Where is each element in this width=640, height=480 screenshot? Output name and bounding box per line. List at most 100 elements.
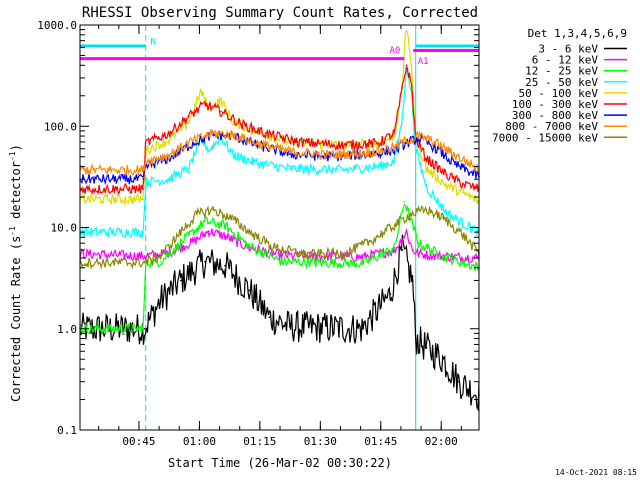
- series-7-point-10: [369, 151, 371, 154]
- series-6-point-7: [256, 144, 259, 146]
- series-5-point-4: [188, 115, 190, 118]
- series-7-point-1: [142, 169, 145, 171]
- x-tick-label-4: 01:45: [364, 435, 397, 448]
- series-1-point-10: [405, 231, 408, 233]
- series-7: [79, 128, 480, 177]
- footer-timestamp: 14-Oct-2021 08:15: [555, 468, 637, 477]
- series-5-point-19: [462, 183, 464, 185]
- series-8-point-10: [345, 252, 347, 254]
- series-5-point-6: [220, 110, 222, 113]
- series-8-point-3: [179, 231, 182, 233]
- series-5-point-2: [144, 142, 147, 145]
- legend-label-3: 25 - 50 keV: [525, 76, 598, 89]
- x-tick-label-0: 00:45: [122, 435, 155, 448]
- y-tick-label-1: 100.0: [44, 120, 77, 133]
- series-3-point-13: [393, 160, 396, 163]
- series-5-point-13: [401, 86, 404, 89]
- series-8-point-13: [409, 213, 412, 216]
- series-2-point-11: [403, 200, 406, 203]
- series-5-point-1: [142, 188, 145, 190]
- series-3-point-11: [341, 169, 343, 171]
- series-line-8: [79, 205, 480, 270]
- series-3-point-9: [252, 161, 255, 164]
- series-0-point-12: [411, 279, 414, 282]
- series-line-5: [79, 65, 480, 196]
- svg-text:Corrected Count Rate (s-1 dete: Corrected Count Rate (s-1 detector-1): [8, 144, 23, 402]
- legend-label-6: 300 - 800 keV: [512, 109, 598, 122]
- y-tick-label-2: 10.0: [51, 222, 78, 235]
- series-1-point-3: [192, 241, 194, 243]
- series-3-point-3: [167, 178, 170, 180]
- series-8-point-8: [272, 246, 275, 248]
- series-8-point-4: [196, 213, 198, 216]
- series-2-point-3: [159, 260, 162, 263]
- series-8-point-9: [304, 253, 307, 256]
- series-5-point-3: [167, 132, 170, 135]
- series-0-point-5: [224, 264, 226, 267]
- legend-label-2: 12 - 25 keV: [525, 65, 598, 78]
- series-1-point-1: [143, 255, 146, 258]
- series-3-point-6: [208, 149, 210, 152]
- series-2-point-9: [361, 262, 363, 265]
- series-5-point-15: [410, 85, 413, 87]
- series-7-point-11: [393, 146, 396, 149]
- x-tick-label-3: 01:30: [304, 435, 337, 448]
- series-7-point-9: [329, 154, 331, 156]
- attenuator-label-2: A1: [418, 57, 429, 67]
- y-tick-label-4: 0.1: [57, 424, 77, 437]
- series-5-point-10: [341, 144, 343, 146]
- series-2-point-13: [417, 242, 420, 244]
- legend-label-1: 6 - 12 keV: [532, 54, 599, 67]
- series-3-point-8: [232, 154, 234, 156]
- series-0-point-2: [159, 299, 162, 302]
- series-2-point-4: [179, 242, 182, 244]
- series-line-0: [79, 234, 480, 412]
- series-7-point-2: [144, 160, 147, 163]
- y-axis-label: Corrected Count Rate (s-1 detector-1): [8, 144, 23, 402]
- series-3-point-1: [142, 231, 145, 233]
- series-0-point-8: [288, 325, 291, 328]
- series-7-point-15: [454, 154, 456, 156]
- series-0-point-16: [458, 380, 460, 383]
- series-8-point-11: [369, 240, 371, 243]
- series-3-point-20: [462, 222, 464, 225]
- series-1-point-9: [393, 249, 396, 252]
- series-4-point-19: [445, 184, 448, 187]
- series-5-point-5: [204, 103, 206, 106]
- series-0-point-15: [441, 358, 444, 361]
- series-6-point-14: [433, 146, 436, 149]
- series-4-point-1: [142, 198, 145, 201]
- series-5: [79, 64, 480, 196]
- series-3-point-17: [414, 147, 417, 150]
- series-1-point-7: [280, 254, 283, 257]
- series-6-point-8: [288, 153, 291, 155]
- series-7-point-14: [433, 141, 436, 143]
- series-8-point-5: [212, 208, 214, 211]
- series-0-point-4: [204, 260, 206, 263]
- series-4-point-16: [410, 64, 413, 67]
- x-tick-label-5: 02:00: [425, 435, 458, 448]
- series-2-point-10: [393, 247, 396, 250]
- series-1-point-4: [208, 230, 210, 232]
- series-7-point-3: [167, 154, 170, 156]
- series-7-point-5: [212, 132, 214, 135]
- series-3-point-12: [377, 165, 380, 168]
- series-0-point-13: [414, 337, 417, 340]
- series-0-point-7: [268, 316, 271, 319]
- series-0-point-1: [143, 327, 146, 330]
- y-tick-label-0: 1000.0: [37, 19, 77, 32]
- series-4-point-18: [425, 167, 428, 170]
- series-7-point-4: [192, 139, 194, 142]
- series-7-point-13: [417, 135, 420, 137]
- series-6-point-15: [454, 163, 456, 166]
- attenuator-label-0: N: [151, 38, 156, 48]
- chart-title: RHESSI Observing Summary Count Rates, Co…: [82, 5, 478, 21]
- x-tick-label-1: 01:00: [183, 435, 216, 448]
- series-8-point-15: [441, 216, 444, 219]
- y-tick-label-3: 1.0: [57, 323, 77, 336]
- legend-label-4: 50 - 100 keV: [519, 87, 599, 100]
- series-2-point-8: [280, 260, 283, 263]
- series-4-point-20: [462, 192, 464, 194]
- series-5-point-17: [425, 157, 428, 160]
- series-8-point-2: [159, 255, 162, 258]
